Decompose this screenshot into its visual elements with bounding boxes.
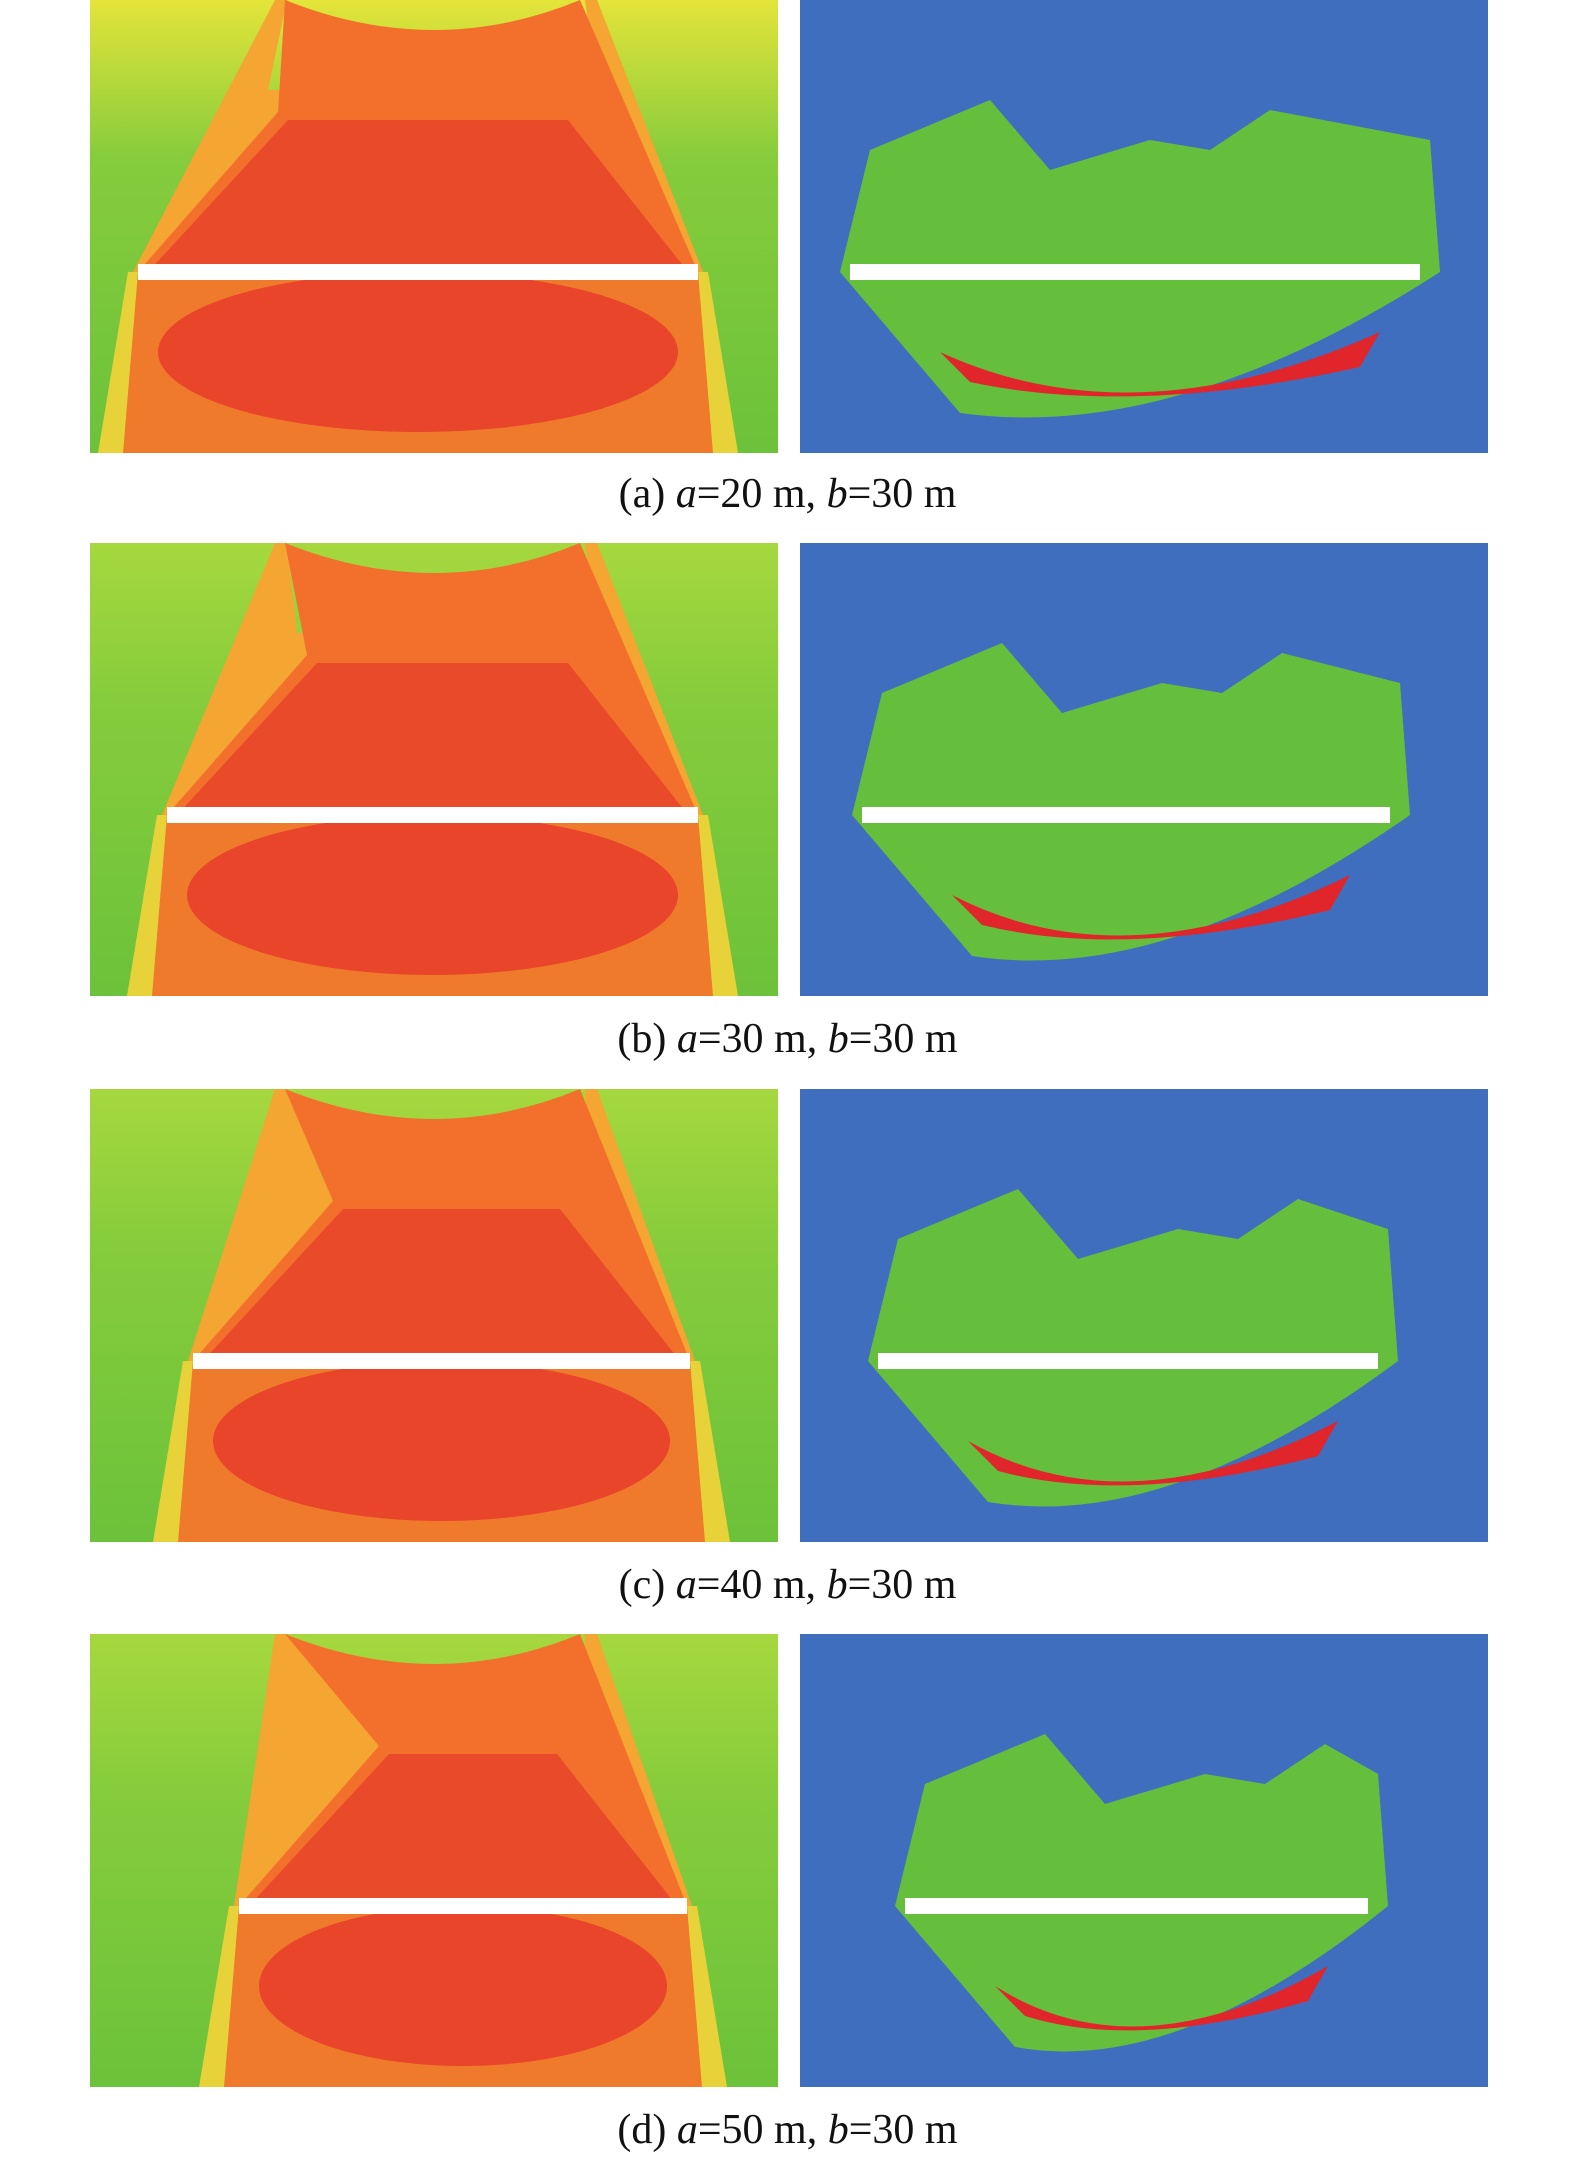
zone-plot [800,1089,1488,1542]
zone-plot [800,543,1488,996]
contour-plot [90,0,778,453]
caption: (a) a=20 m, b=30 m [0,470,1575,518]
caption-text: a [676,1016,698,1062]
tunnel [905,1898,1368,1914]
tension-zone [952,875,1350,940]
tunnel [138,264,698,280]
tunnel [850,264,1420,280]
tension-zone [995,1966,1328,2031]
caption-text: =50 m, [697,2107,818,2153]
caption-text: (c) [618,1562,666,1608]
caption-text: =30 m [847,1562,957,1608]
contour-plot [90,543,778,996]
caption-text: b [826,471,848,517]
zone [177,663,688,815]
tunnel [167,807,698,823]
plastic-zone [868,1189,1398,1507]
tunnel [862,807,1390,823]
plastic-zone [895,1734,1388,2052]
tunnel [878,1353,1378,1369]
contour-plot [90,1634,778,2087]
zone-plot [800,1634,1488,2087]
caption-text: =30 m, [697,1016,818,1062]
caption-text: =30 m [848,2107,958,2153]
caption: (b) a=30 m, b=30 m [0,1015,1575,1063]
caption-text: b [827,2107,849,2153]
zone [213,1361,670,1521]
caption-text: (b) [617,1016,667,1062]
zone [259,1906,667,2066]
tunnel [193,1353,690,1369]
zone [158,272,678,432]
zone [148,120,688,272]
caption-text: =40 m, [696,1562,817,1608]
caption-text: =30 m [848,1016,958,1062]
caption-text: (d) [617,2107,667,2153]
caption-text: (a) [618,471,666,517]
caption: (d) a=50 m, b=30 m [0,2106,1575,2154]
plastic-zone [852,643,1410,961]
caption-text: a [675,471,697,517]
zone [203,1209,680,1361]
tunnel [239,1898,687,1914]
contour-plot [90,1089,778,1542]
caption-text: =30 m [847,471,957,517]
tension-zone [968,1421,1338,1486]
tension-zone [940,332,1380,397]
caption-text: =20 m, [696,471,817,517]
caption-text: b [826,1562,848,1608]
caption-text: a [676,2107,698,2153]
zone [187,815,678,975]
plastic-zone [840,100,1440,418]
caption: (c) a=40 m, b=30 m [0,1561,1575,1609]
zone-plot [800,0,1488,453]
caption-text: b [827,1016,849,1062]
caption-text: a [675,1562,697,1608]
zone [249,1754,677,1906]
